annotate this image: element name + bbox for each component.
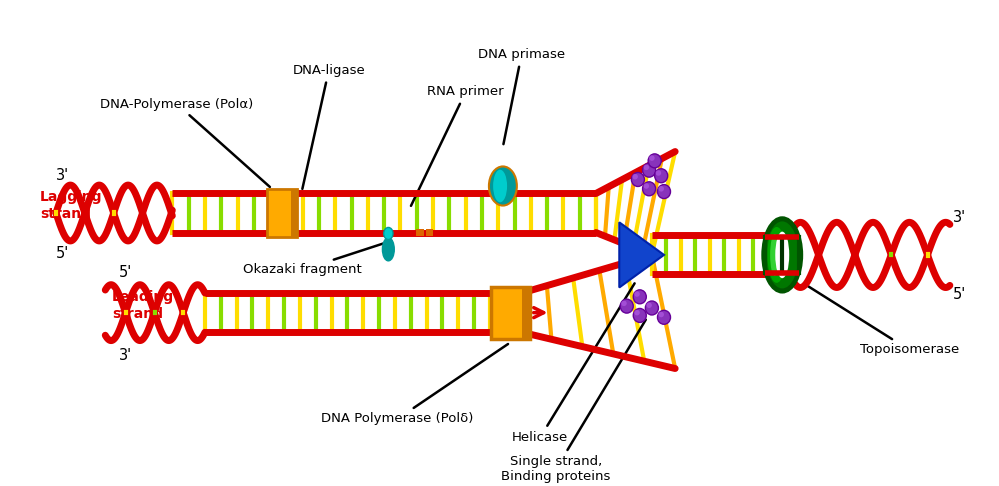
Text: DNA primase: DNA primase (478, 48, 565, 144)
Text: 5': 5' (953, 287, 966, 301)
Ellipse shape (633, 309, 646, 322)
Ellipse shape (634, 291, 639, 297)
Ellipse shape (489, 166, 516, 206)
Ellipse shape (648, 154, 661, 168)
Text: 5': 5' (119, 265, 133, 280)
Ellipse shape (649, 155, 654, 161)
Ellipse shape (642, 182, 655, 196)
Text: DNA-ligase: DNA-ligase (293, 64, 365, 189)
Text: 3': 3' (953, 210, 966, 225)
Ellipse shape (383, 238, 394, 260)
Ellipse shape (633, 290, 646, 304)
Ellipse shape (620, 299, 633, 313)
Text: 3': 3' (119, 348, 132, 363)
Ellipse shape (775, 232, 789, 278)
Text: DNA Polymerase (Polδ): DNA Polymerase (Polδ) (322, 344, 508, 425)
Ellipse shape (658, 312, 664, 317)
Ellipse shape (494, 170, 507, 202)
Ellipse shape (621, 300, 626, 306)
Text: Helicase: Helicase (512, 283, 634, 444)
FancyBboxPatch shape (268, 189, 297, 237)
Ellipse shape (646, 302, 652, 308)
FancyBboxPatch shape (491, 287, 529, 339)
Text: Leading
strand: Leading strand (112, 290, 174, 321)
Text: RNA primer: RNA primer (411, 86, 503, 206)
Text: Okazaki fragment: Okazaki fragment (244, 241, 392, 276)
Text: Single strand,
Binding proteins: Single strand, Binding proteins (501, 320, 645, 483)
Ellipse shape (643, 183, 649, 189)
FancyBboxPatch shape (291, 189, 297, 237)
Text: Lagging
strand: Lagging strand (40, 190, 103, 221)
Ellipse shape (632, 174, 638, 179)
Ellipse shape (645, 301, 658, 315)
Text: 5': 5' (56, 245, 69, 260)
Ellipse shape (767, 227, 786, 283)
Ellipse shape (384, 227, 393, 240)
Bar (417, 229, 424, 236)
Ellipse shape (655, 170, 661, 176)
Ellipse shape (657, 311, 670, 324)
Polygon shape (619, 222, 664, 288)
Bar (426, 229, 433, 236)
Ellipse shape (634, 310, 639, 315)
Ellipse shape (642, 163, 655, 177)
FancyBboxPatch shape (522, 287, 529, 339)
Ellipse shape (770, 234, 779, 276)
Ellipse shape (654, 169, 667, 183)
Text: 3': 3' (56, 168, 69, 183)
Ellipse shape (643, 165, 649, 170)
Ellipse shape (762, 218, 802, 292)
Ellipse shape (631, 173, 644, 187)
Text: DNA-Polymerase (Polα): DNA-Polymerase (Polα) (100, 98, 270, 187)
Ellipse shape (658, 186, 664, 191)
Ellipse shape (657, 185, 670, 199)
Ellipse shape (766, 222, 798, 288)
Text: Topoisomerase: Topoisomerase (805, 284, 959, 356)
